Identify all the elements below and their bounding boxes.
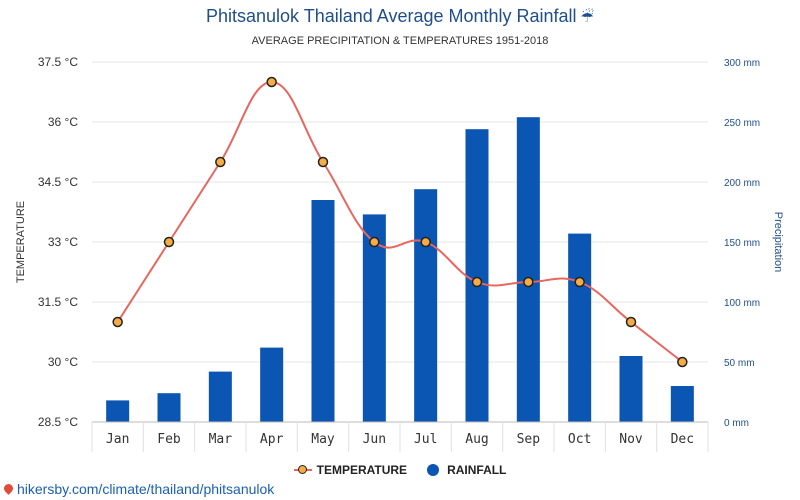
- legend-rainfall-label: RAINFALL: [447, 463, 507, 477]
- x-tick-label: Jul: [414, 432, 437, 447]
- temperature-point-may: [317, 156, 329, 168]
- right-tick-label: 100 mm: [724, 298, 760, 309]
- temperature-point-feb: [163, 236, 175, 248]
- temperature-point-dec: [677, 356, 688, 368]
- temperature-point-jul: [420, 236, 431, 248]
- rainfall-bar-nov: [619, 356, 643, 422]
- rainfall-bar-jun: [362, 214, 386, 422]
- left-axis-title: TEMPERATURE: [15, 201, 27, 283]
- right-tick-label: 150 mm: [724, 238, 760, 249]
- right-tick-label: 200 mm: [724, 178, 760, 189]
- temperature-point-oct: [574, 276, 585, 288]
- rainfall-bar-sep: [516, 117, 540, 422]
- temperature-line: [116, 80, 683, 363]
- temperature-point-mar: [215, 156, 226, 168]
- chart-subtitle: AVERAGE PRECIPITATION & TEMPERATURES 195…: [251, 35, 549, 47]
- x-tick-label: Apr: [260, 432, 284, 447]
- temperature-line-layer: [112, 76, 688, 368]
- chart-title: Phitsanulok Thailand Average Monthly Rai…: [0, 6, 800, 27]
- left-tick-label: 34.5 °C: [38, 175, 78, 189]
- left-tick-label: 36 °C: [48, 115, 78, 129]
- umbrella-rain-icon: ☔: [580, 9, 595, 26]
- temperature-point-nov: [625, 316, 637, 328]
- x-tick-label: Jun: [363, 432, 386, 447]
- source-link[interactable]: hikersby.com/climate/thailand/phitsanulo…: [2, 481, 275, 497]
- rainfall-bar-jan: [106, 400, 130, 422]
- x-tick-label: Mar: [209, 432, 233, 447]
- x-tick-label: Sep: [517, 432, 541, 447]
- temperature-point-jun: [369, 236, 380, 248]
- left-tick-label: 31.5 °C: [38, 295, 78, 309]
- right-tick-label: 250 mm: [724, 118, 760, 129]
- x-tick-label: Oct: [568, 432, 591, 447]
- rainfall-bar-may: [311, 200, 335, 422]
- right-axis-title: Precipitation: [772, 212, 784, 273]
- right-tick-label: 0 mm: [724, 418, 749, 429]
- axes: 37.5 °C 36 °C 34.5 °C 33 °C 31.5 °C 30 °C 28.5…: [15, 55, 784, 452]
- temperature-point-jan: [112, 316, 123, 328]
- left-tick-label: 28.5 °C: [38, 415, 78, 429]
- x-tick-label: Feb: [157, 432, 181, 447]
- legend-temperature-label: TEMPERATURE: [316, 463, 408, 477]
- x-tick-label: Nov: [619, 432, 643, 447]
- right-tick-label: 50 mm: [724, 358, 755, 369]
- map-pin-icon: [2, 481, 15, 495]
- rainfall-bar-jul: [414, 189, 438, 422]
- rainfall-legend-dot-icon: [427, 464, 440, 476]
- legend-item-rainfall[interactable]: RAINFALL: [427, 463, 506, 477]
- temperature-legend-marker-icon: [293, 464, 312, 476]
- rainfall-bar-feb: [157, 393, 181, 422]
- grid-lines: [92, 61, 708, 363]
- rainfall-bars: [106, 117, 694, 422]
- chart-title-text: Phitsanulok Thailand Average Monthly Rai…: [205, 6, 577, 26]
- left-tick-label: 30 °C: [48, 355, 78, 369]
- rainfall-bar-aug: [465, 129, 489, 422]
- right-tick-label: 300 mm: [724, 58, 760, 69]
- temperature-point-aug: [471, 276, 483, 288]
- rainfall-bar-oct: [568, 233, 592, 422]
- rainfall-bar-dec: [670, 386, 694, 422]
- left-tick-label: 33 °C: [48, 235, 78, 249]
- chart-legend: TEMPERATURE RAINFALL: [0, 463, 800, 477]
- rainfall-bar-mar: [208, 371, 232, 422]
- rainfall-bar-apr: [260, 347, 284, 422]
- legend-item-temperature[interactable]: TEMPERATURE: [293, 463, 408, 477]
- x-tick-label: Aug: [465, 432, 488, 447]
- source-url-text: hikersby.com/climate/thailand/phitsanulo…: [17, 481, 275, 497]
- x-tick-label: May: [311, 432, 335, 447]
- x-tick-label: Jan: [106, 432, 129, 447]
- x-tick-label: Dec: [671, 432, 694, 447]
- chart-area: 37.5 °C 36 °C 34.5 °C 33 °C 31.5 °C 30 °C 28.5…: [15, 55, 784, 452]
- temperature-point-sep: [523, 276, 534, 288]
- temperature-point-apr: [266, 76, 277, 88]
- left-tick-label: 37.5 °C: [38, 55, 78, 69]
